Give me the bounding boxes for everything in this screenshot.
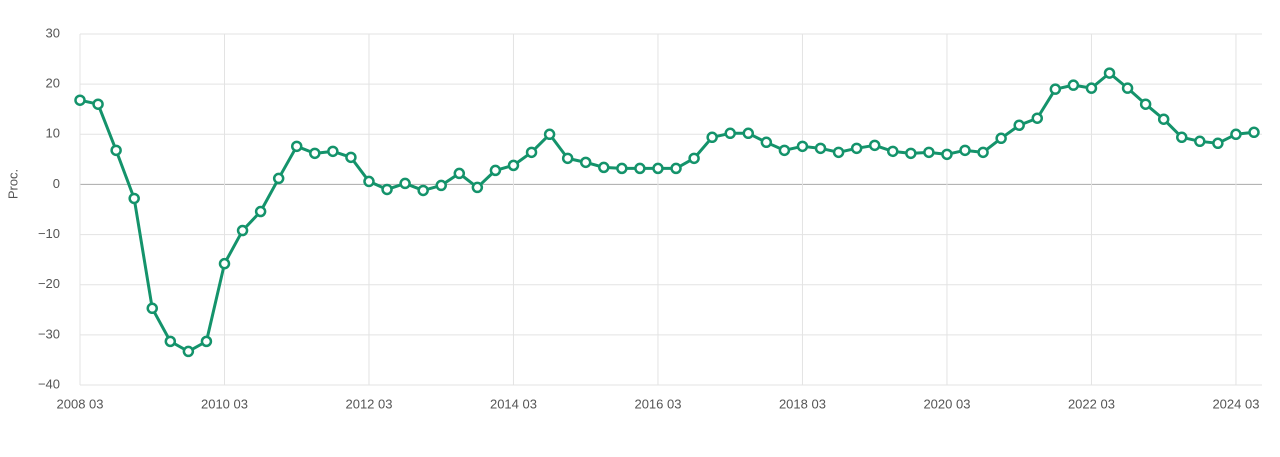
point (850, 142, 863, 155)
x-tick-label: 2024 03 (1212, 396, 1259, 411)
point (959, 144, 971, 157)
point (435, 179, 447, 192)
point (688, 152, 700, 165)
point (417, 184, 429, 197)
point (905, 147, 917, 160)
point (634, 162, 646, 175)
point (1013, 119, 1025, 132)
point (74, 94, 86, 106)
point (471, 181, 484, 194)
point (363, 175, 375, 188)
point (525, 146, 538, 159)
point (128, 192, 140, 205)
point (290, 140, 303, 153)
y-tick-label: −30 (38, 326, 60, 341)
point (1067, 79, 1080, 91)
point (110, 144, 122, 157)
point (489, 164, 502, 177)
point (164, 335, 177, 348)
point (977, 146, 989, 159)
point (778, 144, 791, 157)
point (616, 162, 628, 175)
point (1248, 126, 1260, 139)
point (1157, 113, 1170, 125)
point (995, 132, 1007, 145)
y-tick-label: 30 (46, 25, 60, 40)
point (706, 131, 718, 144)
point (579, 156, 592, 169)
point (868, 139, 881, 152)
point (327, 145, 339, 158)
point (832, 146, 845, 159)
point (146, 302, 158, 315)
point (887, 145, 899, 158)
point (598, 161, 610, 174)
point (814, 142, 827, 155)
point (1230, 128, 1242, 141)
y-tick-label: 20 (46, 76, 60, 91)
point (724, 127, 736, 140)
point (1194, 135, 1206, 148)
y-tick-label: −40 (38, 376, 60, 391)
point (1103, 67, 1116, 79)
point (652, 162, 664, 175)
point (182, 345, 195, 358)
point (200, 335, 213, 348)
point (760, 136, 773, 149)
x-tick-label: 2008 03 (57, 396, 104, 411)
x-tick-label: 2010 03 (201, 396, 248, 411)
point (923, 146, 935, 159)
point (236, 224, 249, 237)
point (92, 98, 104, 110)
point (1176, 131, 1188, 144)
point (1031, 112, 1044, 124)
y-axis-label: Proc. (5, 169, 20, 199)
point (272, 172, 285, 185)
point (254, 205, 267, 218)
x-tick-label: 2022 03 (1068, 396, 1115, 411)
point (507, 159, 520, 172)
y-tick-label: 0 (53, 176, 60, 191)
point (381, 183, 393, 196)
x-tick-label: 2014 03 (490, 396, 537, 411)
x-tick-label: 2018 03 (779, 396, 826, 411)
point (218, 257, 231, 270)
point (796, 140, 809, 153)
point (453, 167, 466, 180)
point (742, 127, 755, 140)
point (1212, 137, 1224, 150)
point (543, 128, 556, 141)
y-tick-label: −10 (38, 226, 60, 241)
point (1121, 82, 1134, 94)
x-tick-label: 2016 03 (634, 396, 681, 411)
point (1085, 82, 1098, 94)
point (670, 162, 682, 175)
y-tick-label: −20 (38, 276, 60, 291)
x-tick-label: 2012 03 (345, 396, 392, 411)
point (561, 152, 574, 165)
point (399, 177, 411, 190)
point (309, 147, 321, 160)
point (1139, 98, 1152, 110)
x-tick-label: 2020 03 (923, 396, 970, 411)
point (345, 151, 357, 164)
y-tick-label: 10 (46, 126, 60, 141)
point (1049, 83, 1062, 95)
point (941, 148, 953, 161)
